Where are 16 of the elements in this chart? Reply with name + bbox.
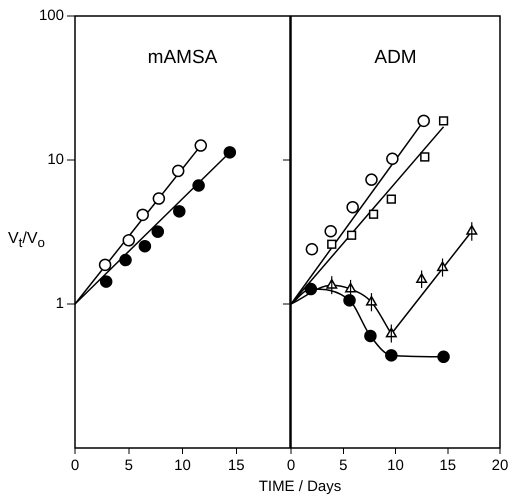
x-tick-label: 5: [339, 457, 348, 474]
y-axis-title: V$_{t}$/V$_{o}$: [8, 230, 45, 250]
x-tick-label: 15: [439, 457, 456, 474]
x-tick-label: 10: [174, 457, 191, 474]
y-tick-label: 100: [38, 7, 64, 24]
text: ADM: [374, 47, 417, 68]
x-axis-title: TIME / Days: [258, 478, 342, 495]
x-tick-label: 0: [286, 457, 296, 474]
x-tick-label: 5: [124, 457, 133, 474]
y-tick-label: 10: [47, 151, 64, 168]
y-tick-label: 1: [56, 295, 64, 312]
x-tick-label: 10: [387, 457, 404, 474]
x-tick-label: 15: [228, 457, 245, 474]
x-tick-label: 20: [492, 457, 508, 474]
text: mAMSA: [148, 47, 218, 68]
x-tick-label: 0: [70, 457, 80, 474]
